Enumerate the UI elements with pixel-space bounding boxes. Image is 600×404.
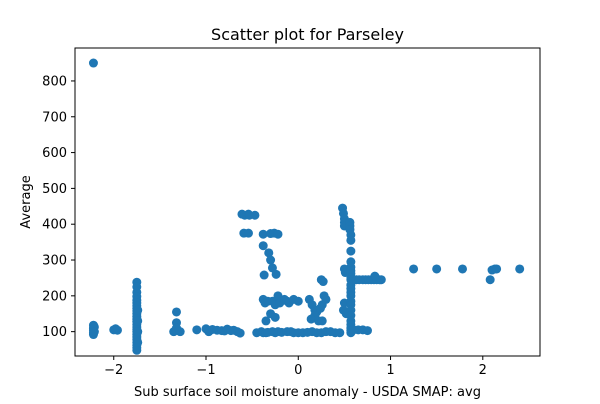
data-point [133, 316, 143, 326]
data-point [235, 328, 245, 338]
data-point [132, 345, 142, 355]
data-point [133, 305, 143, 315]
data-point [409, 264, 419, 274]
y-tick-label: 200 [42, 289, 67, 304]
data-point [317, 316, 327, 326]
data-point [133, 337, 143, 347]
x-tick-label: 0 [294, 363, 302, 378]
data-point [192, 325, 202, 335]
data-point [112, 325, 122, 335]
data-point [171, 307, 181, 317]
data-point [258, 241, 268, 251]
data-point [266, 255, 276, 265]
data-point [346, 235, 356, 245]
data-point [346, 246, 356, 256]
data-point [321, 294, 331, 304]
data-point [261, 316, 271, 326]
data-point [362, 326, 372, 336]
data-point [264, 248, 274, 258]
data-point [88, 58, 98, 68]
data-point [485, 275, 495, 285]
y-tick-label: 400 [42, 218, 67, 233]
data-point [335, 328, 345, 338]
data-point [370, 271, 380, 281]
y-tick-label: 500 [42, 182, 67, 197]
x-tick-label: −1 [196, 363, 215, 378]
data-point [259, 270, 269, 280]
data-point [271, 269, 281, 279]
data-point [169, 327, 179, 337]
data-point [175, 327, 185, 337]
y-tick-label: 300 [42, 254, 67, 269]
y-axis: 100 200 300 400 500 600 700 800 [42, 74, 75, 340]
data-point [306, 314, 316, 324]
y-tick-label: 600 [42, 146, 67, 161]
data-point [432, 264, 442, 274]
x-axis: −2 −1 0 1 2 [104, 356, 487, 378]
data-point [243, 228, 253, 238]
x-tick-label: 1 [386, 363, 394, 378]
data-point [89, 327, 99, 337]
x-tick-label: −2 [104, 363, 123, 378]
data-point [458, 264, 467, 274]
x-tick-label: 2 [479, 363, 487, 378]
data-point [133, 327, 143, 337]
y-tick-label: 100 [42, 325, 67, 340]
y-tick-label: 800 [42, 74, 67, 89]
y-tick-label: 700 [42, 110, 67, 125]
data-point [492, 264, 502, 274]
data-point [258, 229, 268, 239]
data-point [250, 210, 260, 220]
data-point [515, 264, 525, 274]
plot-area-frame [74, 47, 541, 357]
chart-title: Scatter plot for Parseley [211, 25, 404, 44]
data-point [293, 296, 303, 306]
points-layer [88, 58, 525, 355]
data-point [273, 229, 283, 239]
y-axis-label: Average [19, 175, 34, 228]
x-axis-label: Sub surface soil moisture anomaly - USDA… [134, 385, 481, 400]
data-point [270, 312, 280, 322]
data-point [318, 277, 328, 287]
